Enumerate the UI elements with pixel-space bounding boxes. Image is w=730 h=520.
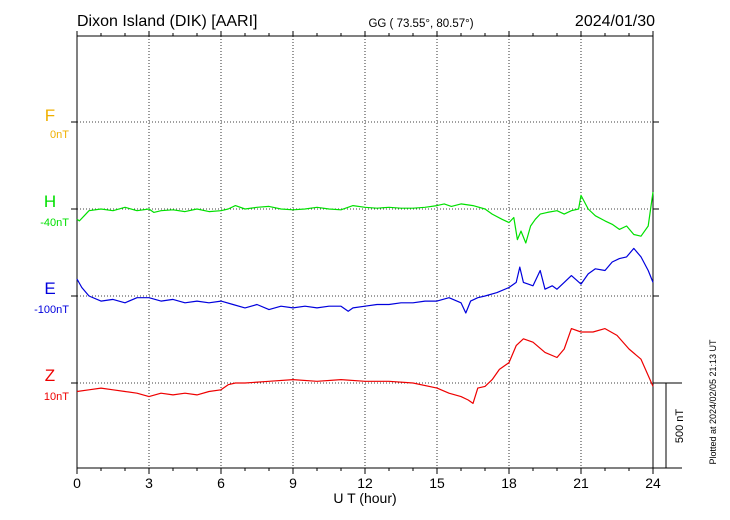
scale-bar: 500 nT (653, 382, 686, 469)
series-name-f: F (45, 106, 55, 125)
x-tick-label: 0 (73, 475, 81, 491)
series-line-h (76, 191, 654, 244)
x-tick-label: 6 (217, 475, 225, 491)
x-axis-label: U T (hour) (333, 490, 396, 506)
x-tick-label: 9 (289, 475, 297, 491)
series-name-h: H (44, 192, 56, 211)
series-baseline-label-f: 0nT (50, 129, 69, 141)
grid-lines (148, 36, 582, 468)
scale-bar-label: 500 nT (674, 409, 686, 444)
series-baseline-label-z: 10nT (44, 391, 69, 403)
x-tick-label: 15 (429, 475, 445, 491)
x-ticks: 0 3 6 9 12 15 18 21 24 (73, 31, 661, 491)
series-line-z (76, 328, 654, 404)
x-tick-label: 24 (645, 475, 661, 491)
baselines (71, 121, 659, 384)
station-title: Dixon Island (DIK) [AARI] (77, 13, 258, 30)
plotted-at-note: Plotted at 2024/02/05 21:13 UT (708, 339, 718, 465)
series-name-e: E (44, 279, 55, 298)
series-labels: F 0nT H -40nT E -100nT Z 10nT (34, 106, 69, 403)
x-tick-label: 12 (357, 475, 373, 491)
chart-date: 2024/01/30 (575, 13, 655, 30)
series-baseline-label-h: -40nT (40, 217, 69, 229)
x-tick-label: 21 (573, 475, 589, 491)
series-lines (76, 191, 654, 404)
x-tick-label: 3 (145, 475, 153, 491)
station-coordinates: GG ( 73.55°, 80.57°) (368, 18, 473, 30)
series-name-z: Z (45, 366, 55, 385)
series-baseline-label-e: -100nT (34, 304, 69, 316)
x-tick-label: 18 (501, 475, 517, 491)
series-line-e (76, 247, 654, 314)
